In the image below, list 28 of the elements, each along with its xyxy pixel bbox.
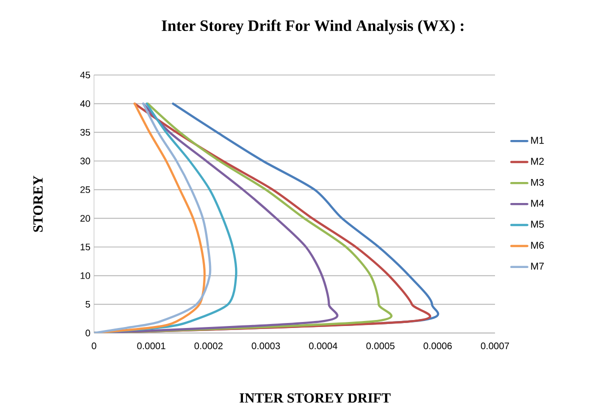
y-tick-label: 20 — [80, 214, 90, 222]
x-axis-title: INTER STOREY DRIFT — [240, 393, 391, 403]
y-tick-label: 30 — [80, 158, 90, 164]
legend-label: M3 — [531, 178, 544, 186]
y-tick-label: 40 — [80, 100, 90, 108]
x-tick-label: 0 — [92, 342, 96, 350]
x-tick-label: 0.0007 — [480, 342, 510, 350]
y-axis-title: STOREY — [33, 176, 43, 232]
y-tick-label: 5 — [86, 301, 90, 308]
legend-label: M1 — [531, 136, 544, 144]
x-tick-label: 0.0001 — [137, 342, 166, 350]
x-tick-label: 0.0006 — [424, 342, 452, 350]
y-tick-label: 0 — [86, 330, 90, 336]
y-tick-label: 10 — [80, 272, 90, 280]
y-tick-label: 15 — [80, 244, 90, 250]
legend-label: M4 — [531, 200, 544, 207]
y-tick-label: 25 — [80, 186, 90, 194]
legend-label: M7 — [531, 262, 544, 270]
x-tick-label: 0.0005 — [366, 342, 395, 350]
legend-label: M6 — [531, 242, 544, 249]
x-tick-label: 0.0003 — [252, 342, 280, 350]
legend-label: M5 — [531, 220, 544, 228]
legend-label: M2 — [531, 158, 544, 165]
chart-title: Inter Storey Drift For Wind Analysis (WX) : — [162, 20, 464, 34]
y-tick-label: 45 — [80, 72, 90, 78]
y-tick-label: 35 — [80, 128, 90, 136]
x-tick-label: 0.0004 — [309, 342, 338, 350]
x-tick-label: 0.0002 — [194, 342, 223, 350]
